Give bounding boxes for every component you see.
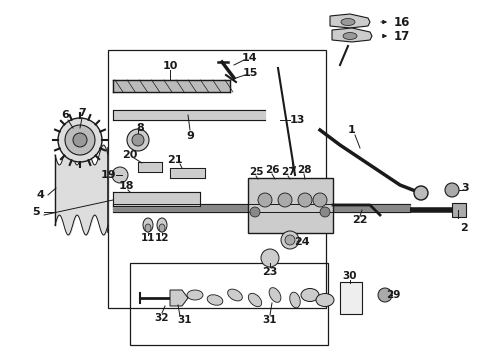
Circle shape: [378, 288, 392, 302]
Text: 3: 3: [461, 183, 469, 193]
Text: 21: 21: [167, 155, 183, 165]
Circle shape: [298, 193, 312, 207]
Ellipse shape: [269, 288, 281, 302]
Bar: [340, 282, 362, 314]
Text: 1: 1: [348, 125, 356, 135]
Text: 17: 17: [394, 30, 410, 42]
Circle shape: [58, 118, 102, 162]
Ellipse shape: [157, 218, 167, 232]
Text: 5: 5: [32, 207, 40, 217]
Circle shape: [278, 193, 292, 207]
Ellipse shape: [187, 290, 203, 300]
Text: 26: 26: [265, 165, 279, 175]
Text: 10: 10: [162, 61, 178, 71]
Text: 24: 24: [294, 237, 310, 247]
Text: 22: 22: [352, 215, 368, 225]
Ellipse shape: [143, 218, 153, 232]
Text: 31: 31: [263, 315, 277, 325]
Circle shape: [65, 125, 95, 155]
Text: 23: 23: [262, 267, 278, 277]
Text: 28: 28: [297, 165, 311, 175]
Polygon shape: [330, 14, 370, 28]
Circle shape: [313, 193, 327, 207]
Circle shape: [414, 186, 428, 200]
Bar: [130, 263, 328, 345]
Ellipse shape: [316, 293, 334, 306]
Circle shape: [250, 207, 260, 217]
Ellipse shape: [159, 224, 165, 232]
Text: 27: 27: [281, 167, 295, 177]
Text: 11: 11: [141, 233, 155, 243]
Text: 9: 9: [186, 131, 194, 141]
Text: 7: 7: [78, 108, 86, 118]
Text: 12: 12: [155, 233, 169, 243]
Text: 6: 6: [61, 110, 69, 120]
Ellipse shape: [290, 292, 300, 308]
Text: 30: 30: [343, 271, 357, 281]
Circle shape: [281, 231, 299, 249]
Circle shape: [132, 134, 144, 146]
Text: 16: 16: [394, 15, 410, 28]
Ellipse shape: [341, 18, 355, 26]
Text: 14: 14: [241, 53, 257, 63]
Ellipse shape: [301, 288, 319, 302]
Circle shape: [73, 133, 87, 147]
Text: 2: 2: [460, 223, 468, 233]
Text: 29: 29: [386, 290, 400, 300]
Bar: [452, 203, 466, 217]
Text: 31: 31: [178, 315, 192, 325]
Circle shape: [445, 183, 459, 197]
Polygon shape: [332, 28, 372, 42]
Text: 13: 13: [289, 115, 305, 125]
Bar: [108, 50, 326, 308]
Ellipse shape: [248, 293, 262, 307]
Ellipse shape: [145, 224, 151, 232]
Text: 8: 8: [136, 123, 144, 133]
Circle shape: [258, 193, 272, 207]
Text: 18: 18: [118, 181, 134, 191]
Circle shape: [261, 249, 279, 267]
Text: 19: 19: [100, 170, 116, 180]
Circle shape: [127, 129, 149, 151]
Circle shape: [285, 235, 295, 245]
Text: 15: 15: [243, 68, 258, 78]
Text: 4: 4: [36, 190, 44, 200]
Ellipse shape: [228, 289, 243, 301]
Text: 25: 25: [249, 167, 263, 177]
Text: 20: 20: [122, 150, 138, 160]
Ellipse shape: [207, 295, 223, 305]
Bar: [248, 178, 333, 233]
Ellipse shape: [343, 32, 357, 40]
Circle shape: [112, 167, 128, 183]
Polygon shape: [170, 290, 188, 306]
Text: 32: 32: [155, 313, 169, 323]
Circle shape: [320, 207, 330, 217]
